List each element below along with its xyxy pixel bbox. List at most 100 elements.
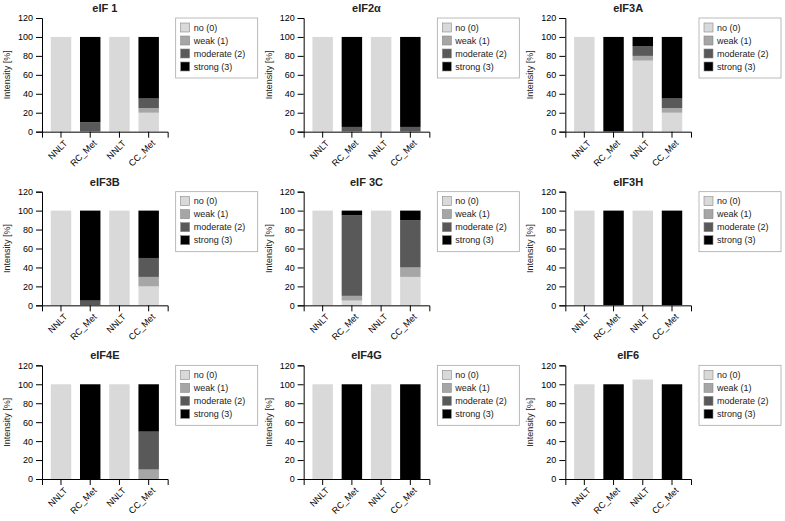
y-tick: 20 [23,108,42,118]
bar-segment [109,36,129,37]
y-tick-label: 60 [23,70,33,80]
y-tick: 20 [285,455,304,465]
bar-segment [312,36,332,37]
legend-label: moderate (2) [717,396,769,406]
y-tick-mark [36,267,42,268]
legend-item: no (0) [442,23,479,33]
y-tick-label: 80 [285,51,295,61]
bar-segment [662,37,682,99]
bar-segment [51,36,71,37]
legend-label: no (0) [455,23,479,33]
x-tick-label: RC_Met [330,311,361,342]
bar-segment [574,36,594,37]
legend-item: weak (1) [442,36,490,46]
bars [312,211,420,306]
y-tick: 0 [290,301,304,311]
y-tick-mark [298,192,304,193]
bar-segment [342,215,362,296]
bar-segment [400,384,420,479]
y-tick-mark [298,422,304,423]
legend-label: no (0) [455,196,479,206]
bar-segment [80,122,100,131]
x-tick-mark [410,305,411,311]
y-tick-mark [36,75,42,76]
y-tick-label: 80 [546,225,556,235]
y-axis-title: Intensity [%] [264,224,274,273]
y-tick: 120 [280,361,304,371]
x-tick-label: RC_Met [330,138,361,169]
x-tick-mark [90,479,91,485]
y-axis-line [36,19,43,133]
y-tick-label: 40 [546,263,556,273]
chart-panel: 020406080100120NNLTRC_MetNNLTCC_MetInten… [525,349,781,516]
y-tick-mark [559,384,565,385]
legend-item: no (0) [704,370,741,380]
legend-item: weak (1) [181,383,229,393]
x-tick: RC_Met [330,479,361,516]
x-tick: NNLT [570,305,594,335]
y-tick-mark [298,94,304,95]
y-tick: 120 [18,13,42,23]
bar-segment [51,384,71,385]
x-tick-label: NNLT [46,311,70,335]
bar-segment [400,220,420,267]
bar-segment [574,384,594,479]
bar-segment [371,36,391,37]
bar-segment [109,384,129,479]
bar-segment [80,301,100,306]
x-tick: NNLT [308,479,332,509]
x-tick-label: RC_Met [68,311,99,342]
legend-label: strong (3) [194,409,233,419]
x-tick-mark [351,132,352,138]
y-tick-label: 80 [23,399,33,409]
x-tick-mark [60,305,61,311]
legend-label: no (0) [717,23,741,33]
bars [574,380,682,479]
bar-segment [371,210,391,211]
bar-segment [109,210,129,211]
y-tick-mark [36,192,42,193]
legend-item: no (0) [704,196,741,206]
x-tick-mark [119,305,120,311]
y-tick: 100 [280,380,304,390]
chart-title: eIF4E [90,349,119,361]
x-tick: CC_Met [388,132,419,169]
bar-segment [138,286,158,305]
y-tick-label: 20 [23,455,33,465]
y-tick-mark [36,132,42,133]
x-tick-label: NNLT [366,311,390,335]
legend-swatch [704,236,713,245]
legend-frame [176,192,258,252]
y-tick-label: 40 [285,89,295,99]
legend-frame [176,365,258,425]
legend-item: strong (3) [442,409,494,419]
x-tick-mark [584,305,585,311]
legend-item: moderate (2) [442,222,507,232]
x-tick-mark [613,479,614,485]
y-axis-title: Intensity [%] [525,398,535,447]
bar-segment [109,210,129,211]
y-tick-mark [36,422,42,423]
x-tick-label: NNLT [46,485,70,509]
bar-segment [138,108,158,113]
bar-segment [138,211,158,258]
bar-segment [312,36,332,37]
legend-swatch [442,23,451,32]
y-tick-mark [36,479,42,480]
y-tick-mark [298,249,304,250]
bars [312,384,420,479]
y-tick: 120 [541,187,565,197]
legend-swatch [442,223,451,232]
x-tick-mark [642,132,643,138]
y-tick-label: 60 [23,244,33,254]
x-tick: NNLT [628,305,652,335]
x-tick-mark [642,479,643,485]
x-tick: NNLT [308,305,332,335]
bar-segment [342,37,362,127]
bar-segment [138,432,158,470]
x-tick-mark [672,305,673,311]
legend-item: strong (3) [704,409,756,419]
x-tick-mark [672,479,673,485]
y-tick: 60 [546,418,565,428]
y-axis: 020406080100120 [18,361,43,485]
